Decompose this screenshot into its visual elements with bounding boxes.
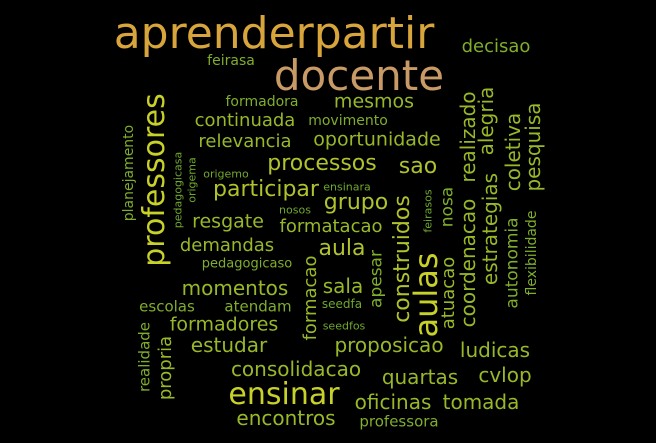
word-estudar: estudar	[190, 333, 268, 357]
word-escolas: escolas	[139, 297, 195, 316]
word-seedfos: seedfos	[322, 319, 366, 333]
word-nosa: nosa	[437, 186, 458, 228]
word-professora: professora	[359, 412, 439, 431]
word-sao: sao	[398, 154, 438, 179]
word-seedfa: seedfa	[321, 297, 363, 311]
word-aula: aula	[318, 236, 366, 261]
word-oportunidade: oportunidade	[313, 128, 441, 151]
word-movimento: movimento	[308, 113, 388, 129]
word-participar: participar	[213, 177, 319, 202]
word-processos: processos	[267, 151, 377, 176]
word-formatacao: formatacao	[279, 216, 383, 237]
word-apesar: apesar	[366, 250, 387, 308]
word-feirasa: feirasa	[207, 53, 255, 69]
word-autonomia: autonomia	[502, 217, 523, 309]
word-origema: origema	[185, 157, 199, 203]
word-encontros: encontros	[236, 406, 336, 430]
word-pedagogicaso: pedagogicaso	[201, 256, 293, 272]
word-resgate: resgate	[192, 210, 264, 233]
word-formadora: formadora	[225, 94, 299, 110]
word-ensinar: ensinar	[228, 377, 340, 412]
word-coletiva: coletiva	[501, 112, 525, 192]
word-docente: docente	[273, 51, 445, 100]
word-cvlop: cvlop	[478, 363, 532, 387]
word-ludicas: ludicas	[459, 338, 531, 362]
word-consolidacao: consolidacao	[230, 357, 362, 381]
word-nosos: nosos	[279, 203, 311, 217]
word-demandas: demandas	[179, 235, 275, 256]
word-realidade: realidade	[135, 321, 154, 393]
word-pedagogicasa: pedagogicasa	[171, 151, 185, 229]
word-estrategias: estrategias	[478, 172, 502, 286]
word-grupo: grupo	[323, 190, 389, 215]
word-oficinas: oficinas	[354, 390, 432, 414]
word-aprenderpartir: aprenderpartir	[113, 8, 435, 59]
word-momentos: momentos	[181, 276, 289, 300]
word-feirasos: feirasos	[421, 189, 435, 233]
word-professores: professores	[137, 93, 172, 267]
word-ensinara: ensinara	[323, 180, 371, 194]
word-mesmos: mesmos	[333, 90, 415, 113]
word-atendam: atendam	[224, 297, 292, 316]
word-flexibilidade: flexibilidade	[524, 210, 540, 296]
word-continuada: continuada	[194, 110, 296, 131]
word-origemo: origemo	[203, 167, 249, 181]
word-sala: sala	[322, 274, 364, 298]
word-coordenacao: coordenacao	[456, 198, 480, 328]
word-quartas: quartas	[381, 365, 459, 389]
word-proposicao: proposicao	[334, 333, 444, 357]
word-tomada: tomada	[442, 390, 520, 414]
word-relevancia: relevancia	[198, 131, 292, 152]
word-propria: propria	[155, 335, 176, 401]
word-pesquisa: pesquisa	[521, 102, 545, 192]
word-formadores: formadores	[169, 313, 279, 336]
word-alegria: alegria	[474, 86, 498, 156]
word-formacao: formacao	[300, 255, 321, 341]
word-planejamento: planejamento	[121, 124, 137, 222]
word-decisao: decisao	[461, 36, 531, 57]
